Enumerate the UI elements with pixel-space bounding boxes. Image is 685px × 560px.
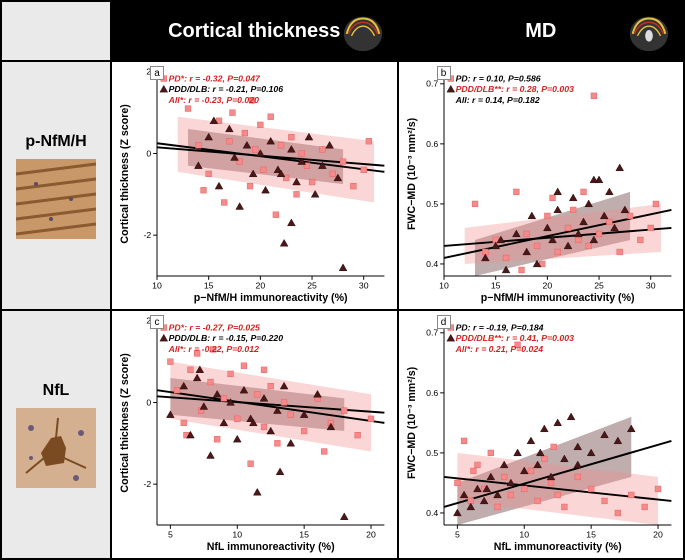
svg-text:20: 20 — [542, 281, 552, 291]
svg-text:10: 10 — [519, 530, 529, 540]
svg-text:PD*: r = -0.27, P=0.025: PD*: r = -0.27, P=0.025 — [169, 322, 260, 332]
svg-text:20: 20 — [366, 530, 376, 540]
rowlabel-pnfmh: p-NfM/H — [1, 61, 111, 310]
svg-text:25: 25 — [594, 281, 604, 291]
svg-text:10: 10 — [152, 281, 162, 291]
panel-a: a1015202530-202p−NfM/H immunoreactivity … — [111, 61, 398, 310]
svg-text:0.6: 0.6 — [426, 139, 438, 149]
svg-text:0.4: 0.4 — [426, 508, 438, 518]
svg-text:15: 15 — [586, 530, 596, 540]
rowlabel-nfl: NfL — [1, 310, 111, 559]
svg-text:5: 5 — [454, 530, 459, 540]
svg-text:NfL immunoreactivity (%): NfL immunoreactivity (%) — [207, 541, 335, 553]
svg-text:15: 15 — [204, 281, 214, 291]
svg-text:-2: -2 — [143, 230, 151, 240]
header-text-1: Cortical thickness — [168, 20, 340, 43]
svg-text:20: 20 — [256, 281, 266, 291]
svg-text:PDD/DLB**: r = 0.41, P=0.003: PDD/DLB**: r = 0.41, P=0.003 — [455, 333, 573, 343]
svg-text:30: 30 — [645, 281, 655, 291]
svg-text:-2: -2 — [143, 479, 151, 489]
rowlabel-text-2: NfL — [43, 382, 70, 400]
svg-text:0: 0 — [146, 397, 151, 407]
svg-text:All: r = 0.14, P=0.182: All: r = 0.14, P=0.182 — [454, 95, 539, 105]
svg-text:0.6: 0.6 — [426, 388, 438, 398]
svg-text:0: 0 — [146, 148, 151, 158]
corner-cell — [1, 1, 111, 61]
svg-text:Cortical thickness (Z score): Cortical thickness (Z score) — [119, 104, 131, 244]
svg-text:All*: r = -0.23, P=0.020: All*: r = -0.23, P=0.020 — [168, 95, 259, 105]
svg-text:FWC−MD (10⁻³ mm²/s): FWC−MD (10⁻³ mm²/s) — [405, 366, 417, 479]
svg-text:All*: r = 0.21, P=0.024: All*: r = 0.21, P=0.024 — [454, 344, 543, 354]
histology-thumb-2 — [16, 408, 96, 488]
brain-icon-2 — [625, 7, 673, 55]
svg-text:PD: r = -0.19, P=0.184: PD: r = -0.19, P=0.184 — [455, 322, 543, 332]
histology-thumb-1 — [16, 159, 96, 239]
panel-d: d51015200.40.50.60.7NfL immunoreactivity… — [398, 310, 685, 559]
panel-b: b10152025300.40.50.60.7p−NfM/H immunorea… — [398, 61, 685, 310]
header-text-2: MD — [525, 20, 556, 43]
svg-text:PDD/DLB: r = -0.21, P=0.106: PDD/DLB: r = -0.21, P=0.106 — [169, 84, 284, 94]
svg-text:0.7: 0.7 — [426, 328, 438, 338]
svg-text:15: 15 — [299, 530, 309, 540]
svg-text:NfL immunoreactivity (%): NfL immunoreactivity (%) — [493, 541, 621, 553]
panel-c: c5101520-202NfL immunoreactivity (%)Cort… — [111, 310, 398, 559]
svg-text:30: 30 — [359, 281, 369, 291]
svg-text:10: 10 — [439, 281, 449, 291]
svg-text:10: 10 — [232, 530, 242, 540]
svg-text:PDD/DLB: r = -0.15, P=0.220: PDD/DLB: r = -0.15, P=0.220 — [169, 333, 284, 343]
svg-text:0.5: 0.5 — [426, 199, 438, 209]
brain-icon-1 — [339, 7, 387, 55]
svg-text:25: 25 — [307, 281, 317, 291]
svg-text:p−NfM/H immunoreactivity (%): p−NfM/H immunoreactivity (%) — [480, 292, 634, 304]
svg-text:20: 20 — [653, 530, 663, 540]
svg-text:PD: r = 0.10, P=0.586: PD: r = 0.10, P=0.586 — [455, 73, 540, 83]
svg-text:PDD/DLB**: r = 0.28, P=0.003: PDD/DLB**: r = 0.28, P=0.003 — [455, 84, 573, 94]
svg-text:Cortical thickness (Z score): Cortical thickness (Z score) — [119, 353, 131, 493]
svg-text:0.4: 0.4 — [426, 259, 438, 269]
svg-text:All*: r = -0.22, P=0.012: All*: r = -0.22, P=0.012 — [168, 344, 259, 354]
svg-text:p−NfM/H immunoreactivity (%): p−NfM/H immunoreactivity (%) — [194, 292, 348, 304]
header-md: MD — [398, 1, 685, 61]
svg-text:0.5: 0.5 — [426, 448, 438, 458]
svg-text:FWC−MD (10⁻³ mm²/s): FWC−MD (10⁻³ mm²/s) — [405, 117, 417, 230]
rowlabel-text-1: p-NfM/H — [25, 133, 86, 151]
svg-text:15: 15 — [490, 281, 500, 291]
svg-text:0.7: 0.7 — [426, 79, 438, 89]
svg-text:5: 5 — [168, 530, 173, 540]
header-cortical: Cortical thickness — [111, 1, 398, 61]
svg-text:PD*: r = -0.32, P=0.047: PD*: r = -0.32, P=0.047 — [169, 73, 261, 83]
